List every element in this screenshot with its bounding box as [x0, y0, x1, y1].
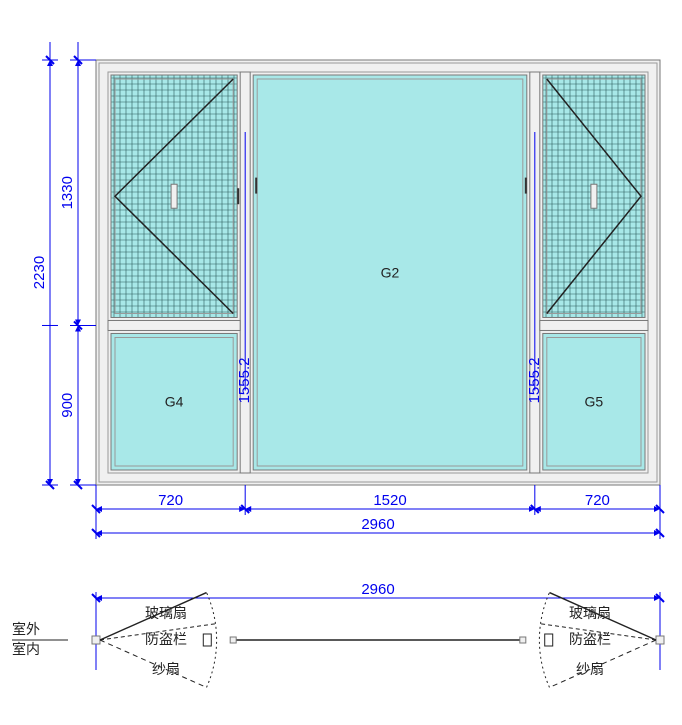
svg-text:720: 720 — [585, 492, 610, 509]
svg-text:室内: 室内 — [12, 641, 40, 657]
svg-text:G5: G5 — [585, 394, 604, 410]
svg-text:1330: 1330 — [59, 176, 76, 209]
svg-text:2960: 2960 — [361, 516, 394, 533]
svg-text:玻璃扇: 玻璃扇 — [145, 605, 187, 621]
svg-text:1520: 1520 — [373, 492, 406, 509]
svg-text:G2: G2 — [381, 265, 400, 281]
svg-text:玻璃扇: 玻璃扇 — [569, 605, 611, 621]
svg-text:900: 900 — [59, 393, 76, 418]
svg-text:纱扇: 纱扇 — [576, 661, 604, 677]
svg-text:纱扇: 纱扇 — [152, 661, 180, 677]
svg-text:防盗栏: 防盗栏 — [569, 631, 611, 647]
svg-text:防盗栏: 防盗栏 — [145, 631, 187, 647]
svg-text:2960: 2960 — [361, 581, 394, 598]
svg-text:室外: 室外 — [12, 621, 40, 637]
svg-text:2230: 2230 — [31, 256, 48, 289]
svg-text:720: 720 — [158, 492, 183, 509]
svg-text:G4: G4 — [165, 394, 184, 410]
